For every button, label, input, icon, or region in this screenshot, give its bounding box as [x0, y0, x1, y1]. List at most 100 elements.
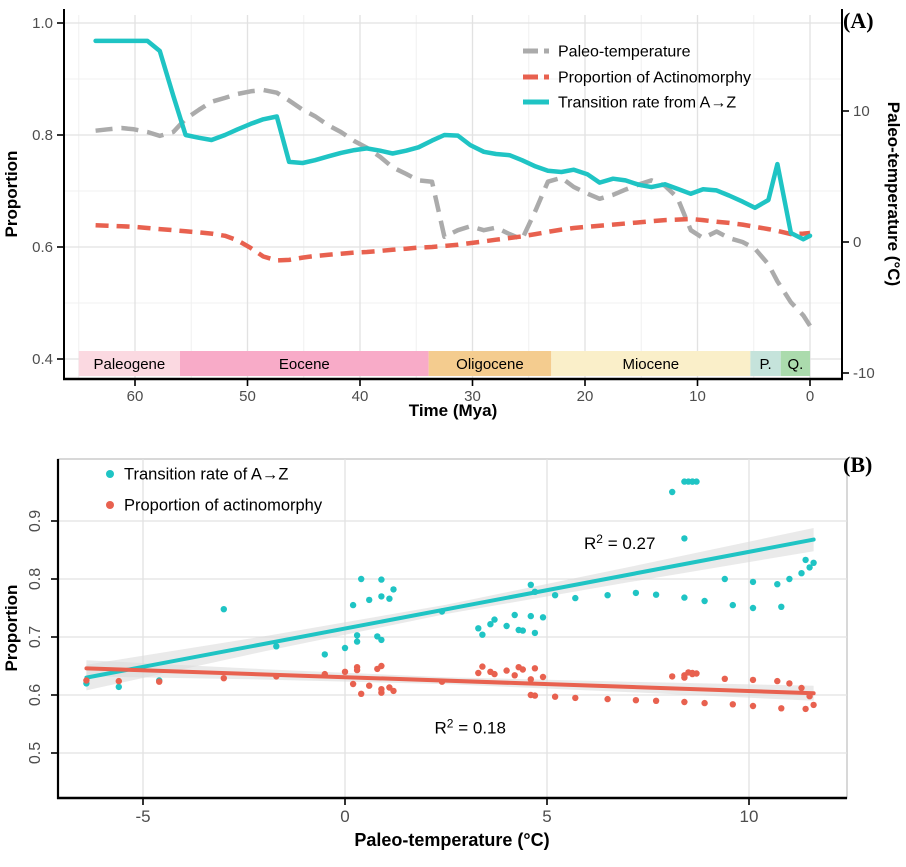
- proportion_actinomorphy-point: [156, 678, 163, 685]
- proportion_actinomorphy-point: [774, 677, 781, 685]
- transition_rate_A_to_Z-point: [778, 603, 785, 610]
- panel-b-y-tick-label: 0.6: [27, 684, 44, 706]
- transition_rate_A_to_Z-point: [475, 625, 482, 632]
- transition_rate_A_to_Z-point: [701, 597, 708, 605]
- transition_rate_A_to_Z-point: [749, 578, 757, 586]
- transition_rate_A_to_Z-point: [604, 592, 611, 599]
- proportion_actinomorphy-points: [83, 662, 817, 713]
- proportion_actinomorphy-point: [366, 682, 373, 689]
- panel-b-x-tick-label: -5: [135, 807, 150, 826]
- panel-b-x-tick-label: 0: [340, 807, 349, 826]
- proportion_actinomorphy-point: [749, 702, 757, 710]
- paleo-temperature-line: [95, 87, 812, 328]
- transition_rate_A_to_Z-point: [503, 622, 510, 630]
- transition_rate_A_to_Z-point: [515, 626, 522, 634]
- geo-band-eocene: [180, 351, 429, 376]
- proportion_actinomorphy-point: [475, 669, 482, 677]
- panel-a-label: (A): [843, 8, 874, 33]
- proportion_actinomorphy-point: [511, 672, 518, 679]
- proportion_actinomorphy-point: [353, 666, 361, 674]
- transition_rate_A_to_Z-point: [572, 594, 579, 602]
- r-squared-annotation-0: R2 = 0.27: [584, 532, 655, 553]
- proportion_actinomorphy-point: [604, 695, 611, 703]
- panel-b: -5 0 5 10 0.9 0.8 0.7 0.6 0.5 Paleo-temperature (…: [2, 458, 848, 850]
- geo-band-label: Oligocene: [456, 356, 524, 373]
- transition_rate_A_to_Z-point: [479, 631, 486, 638]
- transition_rate_A_to_Z-point: [551, 592, 559, 599]
- proportion_actinomorphy-point: [386, 684, 393, 691]
- geo-band-label: Q.: [787, 356, 803, 373]
- panel-b-label: (B): [843, 452, 873, 477]
- transition_rate_A_to_Z-point: [378, 593, 385, 600]
- proportion_actinomorphy-point: [479, 663, 486, 670]
- geo-band-label: Miocene: [622, 356, 679, 373]
- r-squared-annotation-1: R2 = 0.18: [435, 716, 506, 737]
- proportion_actinomorphy-point: [378, 686, 385, 693]
- proportion_actinomorphy-point: [527, 676, 534, 683]
- transition_rate_A_to_Z-point: [390, 586, 397, 593]
- panel-a-y-tick-label-left: 0.8: [32, 127, 53, 144]
- transition_rate_A_to_Z-point: [115, 683, 123, 691]
- panel-a-x-tick-label: 60: [127, 388, 144, 405]
- panel-b-y-tick-label: 0.5: [27, 742, 44, 764]
- transition_rate_A_to_Z-point: [358, 575, 365, 583]
- proportion_actinomorphy-point: [632, 697, 640, 704]
- proportion_actinomorphy-point: [721, 675, 728, 682]
- panel-a-x-tick-label: 20: [577, 388, 594, 405]
- proportion_actinomorphy-point: [798, 684, 805, 692]
- transition_rate_A_to_Z-point: [438, 608, 446, 615]
- panel-a-y-tick-label-left: 1.0: [32, 15, 53, 32]
- proportion_actinomorphy-point: [681, 674, 688, 681]
- transition_rate_A_to_Z-regression-line: [84, 537, 816, 680]
- proportion_actinomorphy-point: [341, 668, 349, 675]
- proportion_actinomorphy-point: [503, 667, 510, 674]
- proportion_actinomorphy-point: [527, 691, 534, 699]
- proportion_actinomorphy-point: [515, 664, 522, 671]
- geo-band-label: Eocene: [279, 356, 330, 373]
- transition_rate_A_to_Z-point: [353, 632, 361, 639]
- panel-a-x-tick-label: 0: [806, 388, 814, 405]
- transition_rate_A_to_Z-point: [806, 564, 813, 571]
- panel-b-x-tick-label: 10: [740, 807, 759, 826]
- transition_rate_A_to_Z-point: [721, 575, 728, 583]
- transition_rate_A_to_Z-point: [786, 575, 793, 583]
- transition_rate_A_to_Z-point: [539, 614, 547, 621]
- proportion_actinomorphy-point: [681, 698, 688, 706]
- transition_rate_A_to_Z-point: [802, 556, 809, 564]
- transition_rate_A_to_Z-point: [374, 633, 381, 640]
- legend-dot-marker: [106, 470, 114, 478]
- proportion_actinomorphy-point: [321, 670, 328, 678]
- geo-band-p: [750, 351, 781, 376]
- proportion_actinomorphy-point: [487, 668, 494, 675]
- transition_rate_A_to_Z-point: [220, 606, 227, 613]
- proportion_actinomorphy-point: [539, 673, 547, 681]
- panel-b-y-axis-title: Proportion: [2, 585, 21, 672]
- panel-b-x-tick-label: 5: [542, 807, 551, 826]
- transition_rate_A_to_Z-point: [729, 601, 736, 609]
- panel-a-y-tick-label-left: 0.4: [32, 351, 53, 368]
- proportion_actinomorphy-point: [802, 705, 809, 713]
- transition_rate_A_to_Z-point: [652, 591, 660, 598]
- transition_rate_A_to_Z-point: [273, 643, 280, 650]
- transition_rate_A_to_Z-point: [798, 570, 805, 577]
- panel-b-border: [57, 458, 848, 799]
- transition_rate_A_to_Z-point: [531, 629, 539, 637]
- panel-a-y-tick-label-right: 10: [853, 103, 870, 120]
- transition_rate_A_to_Z-point: [321, 651, 328, 658]
- proportion_actinomorphy-regression-line: [84, 666, 816, 696]
- transition_rate_A_to_Z-point: [386, 595, 393, 602]
- transition_rate_A_to_Z-point: [341, 644, 349, 652]
- panel-a-legend-item: Transition rate from A→Z: [523, 95, 736, 112]
- actinomorphy-proportion-line: [95, 216, 811, 263]
- panel-b-y-tick-label: 0.9: [27, 510, 44, 532]
- proportion_actinomorphy-point: [786, 680, 793, 687]
- proportion_actinomorphy-point: [701, 699, 708, 707]
- legend-dot-marker: [106, 501, 114, 509]
- panel-a-legend-item: Proportion of Actinomorphy: [523, 70, 751, 87]
- panel-a-right-axis-title: Paleo-temperature (°C): [884, 102, 903, 286]
- panel-a: Paleogene Eocene Oligocene Miocene P. Q. 60 50 4…: [2, 9, 903, 420]
- geo-band-oligocene: [428, 351, 552, 376]
- panel-a-y-tick-label-left: 0.6: [32, 239, 53, 256]
- proportion_actinomorphy-point: [778, 705, 785, 712]
